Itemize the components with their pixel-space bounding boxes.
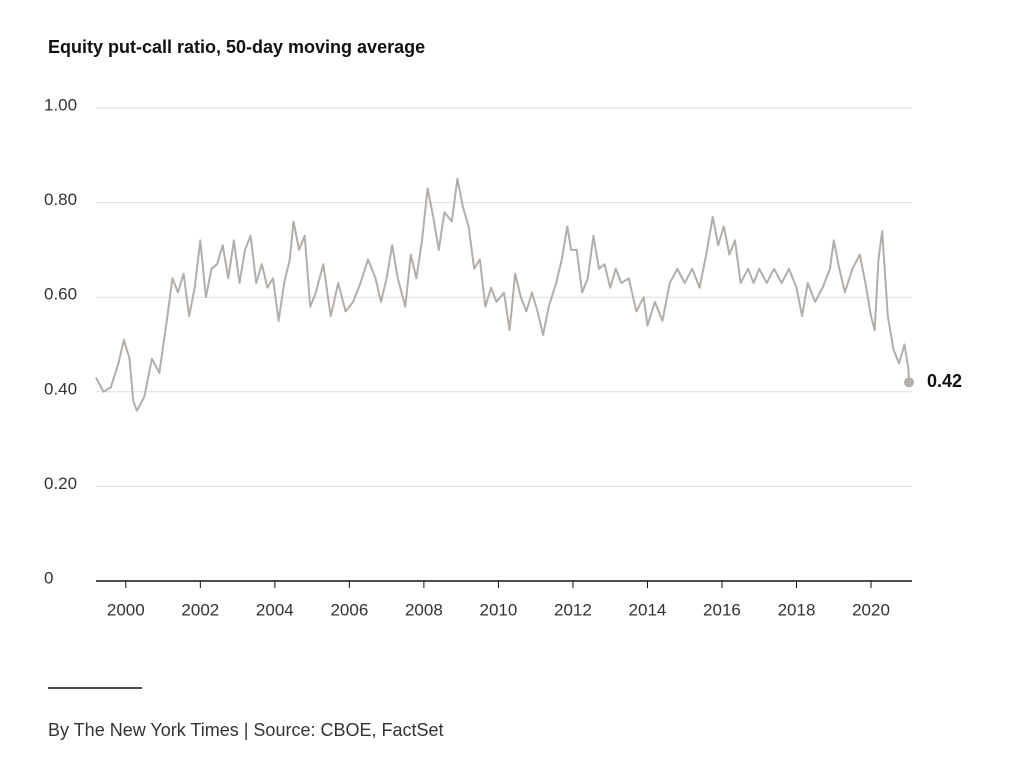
x-tick-label: 2006 [330, 600, 368, 619]
source: By The New York Times | Source: CBOE, Fa… [48, 720, 444, 740]
end-label: 0.42 [927, 371, 962, 391]
x-tick-label: 2020 [852, 600, 890, 619]
x-tick-label: 2002 [181, 600, 219, 619]
x-tick-label: 2016 [703, 600, 741, 619]
x-tick-label: 2012 [554, 600, 592, 619]
x-tick-label: 2008 [405, 600, 443, 619]
end-dot [904, 377, 915, 388]
x-tick-label: 2018 [778, 600, 816, 619]
line [95, 177, 910, 412]
y-tick-label: 1.00 [44, 95, 77, 114]
y-tick-label: 0.60 [44, 285, 77, 304]
chart-title: Equity put-call ratio, 50-day moving ave… [48, 37, 425, 57]
y-tick-label: 0.80 [44, 190, 77, 209]
x-tick-label: 2004 [256, 600, 294, 619]
y-tick-label: 0.20 [44, 474, 77, 493]
x-tick-label: 2000 [107, 600, 145, 619]
x-tick-label: 2014 [629, 600, 667, 619]
y-tick-label: 0 [44, 568, 53, 587]
x-tick-label: 2010 [479, 600, 517, 619]
y-tick-label: 0.40 [44, 379, 77, 398]
